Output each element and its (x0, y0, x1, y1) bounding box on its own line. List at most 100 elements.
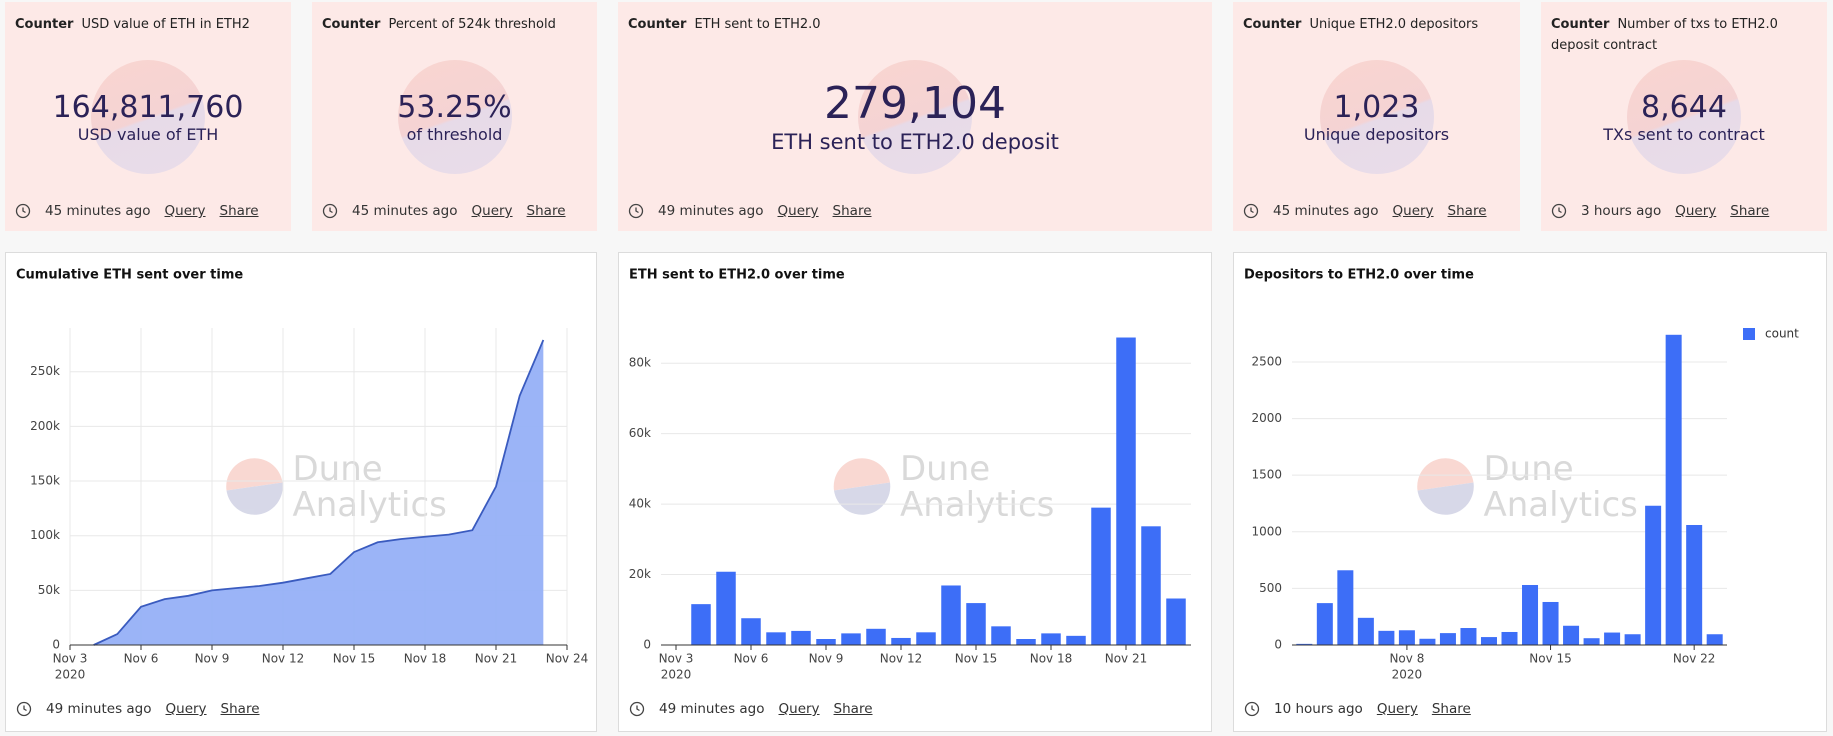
bar (1357, 617, 1374, 645)
time-ago: 10 hours ago (1274, 701, 1363, 717)
x-tick-label: Nov 12 (880, 652, 923, 666)
counter-value: 279,104 (824, 78, 1006, 129)
clock-hands (329, 207, 333, 214)
counter-panel: Counter Percent of 524k threshold 53.25% of… (312, 2, 597, 231)
panel-link[interactable]: Query (778, 701, 820, 717)
x-tick-label: Nov 15 (1529, 652, 1572, 666)
chart-panel: ETH sent to ETH2.0 over time Dune Analytic… (618, 252, 1212, 732)
x-tick-label: Nov 6 (124, 652, 159, 666)
counter-value: 1,023 (1333, 90, 1420, 125)
bar (716, 571, 736, 645)
bar (866, 628, 886, 645)
bar (791, 630, 811, 645)
chart-panel: Cumulative ETH sent over time Dune Analyti… (5, 252, 597, 732)
watermark-text: Dune (293, 449, 383, 489)
chart-title: Depositors to ETH2.0 over time (1244, 268, 1474, 283)
clock-icon (1243, 203, 1259, 219)
counter-header: Counter ETH sent to ETH2.0 (628, 14, 1202, 35)
panel-link[interactable]: Query (164, 203, 206, 219)
bar (1116, 337, 1136, 645)
clock-face (15, 203, 31, 219)
bar (1337, 570, 1354, 645)
bar (991, 626, 1011, 645)
clock-hands (635, 207, 639, 214)
y-tick-label: 2500 (1251, 354, 1282, 368)
area (93, 340, 544, 645)
panel-link[interactable]: Share (526, 203, 566, 219)
counter-circle (1319, 60, 1434, 174)
panel-link[interactable]: Share (832, 203, 872, 219)
legend-label: count (1765, 327, 1799, 341)
panel-link[interactable]: Query (1675, 203, 1717, 219)
chart: Depositors to ETH2.0 over time DuneAnalyt… (1244, 268, 1799, 682)
counter-circle (397, 60, 512, 174)
chart: Cumulative ETH sent over time DuneAnalyti… (16, 268, 588, 682)
bar (1645, 505, 1662, 645)
counter-header: Counter USD value of ETH in ETH2 (15, 14, 281, 35)
clock-icon (16, 701, 32, 717)
time-ago: 49 minutes ago (659, 701, 765, 717)
bar (1041, 633, 1061, 645)
panel-link[interactable]: Query (1392, 203, 1434, 219)
panel-footer: 10 hours ago Query Share (1244, 701, 1471, 717)
bar (841, 633, 861, 645)
panel-link[interactable]: Share (1431, 701, 1471, 717)
counter-value: 8,644 (1641, 90, 1727, 125)
x-tick-label: Nov 3 (659, 652, 694, 666)
bar (1296, 643, 1313, 645)
counter-panel: Counter USD value of ETH in ETH2 164,811,7… (5, 2, 291, 231)
time-ago: 45 minutes ago (352, 203, 458, 219)
panel-link[interactable]: Share (220, 701, 260, 717)
bar (766, 632, 786, 645)
panel-link[interactable]: Share (1730, 203, 1770, 219)
clock-face (322, 203, 338, 219)
clock-face (1244, 701, 1260, 717)
clock-face (16, 701, 32, 717)
y-tick-label: 40k (629, 497, 651, 511)
clock-hands (23, 705, 27, 712)
panel-link[interactable]: Query (777, 203, 819, 219)
bar (1522, 584, 1539, 645)
time-ago: 45 minutes ago (45, 203, 151, 219)
panel-link[interactable]: Share (1447, 203, 1487, 219)
counter-circle (858, 60, 972, 174)
counter-name: Percent of 524k threshold (388, 17, 556, 32)
panel-link[interactable]: Query (1376, 701, 1418, 717)
x-tick-year: 2020 (661, 668, 692, 682)
counter-header: Counter Percent of 524k threshold (322, 14, 587, 35)
watermark-text: Analytics (293, 485, 447, 525)
bar (691, 604, 711, 645)
panel-link[interactable]: Share (219, 203, 259, 219)
panel-link[interactable]: Query (165, 701, 207, 717)
chart-panel: Depositors to ETH2.0 over time Dune Analyt… (1233, 252, 1827, 732)
bar (1665, 334, 1682, 645)
counter-circle (1627, 60, 1741, 174)
watermark-logo-bottom (834, 482, 891, 515)
time-ago: 49 minutes ago (46, 701, 152, 717)
watermark-logo-bottom (226, 482, 283, 515)
counter-name: Unique ETH2.0 depositors (1309, 17, 1479, 32)
y-tick-label: 20k (629, 567, 651, 581)
x-tick-label: Nov 18 (404, 652, 447, 666)
panel-footer: 49 minutes ago Query Share (628, 203, 872, 219)
y-tick-label: 1500 (1251, 468, 1282, 482)
x-tick-label: Nov 6 (734, 652, 769, 666)
panel-link[interactable]: Query (471, 203, 513, 219)
clock-face (628, 203, 644, 219)
time-ago: 49 minutes ago (658, 203, 764, 219)
bar (1316, 603, 1333, 645)
clock-hands (22, 207, 26, 214)
watermark-logo-top (833, 458, 890, 491)
panel-link[interactable]: Share (833, 701, 873, 717)
x-tick-label: Nov 3 (53, 652, 88, 666)
clock-hands (1250, 207, 1254, 214)
watermark-text: Analytics (1484, 485, 1638, 525)
counter-value: 164,811,760 (52, 90, 244, 125)
bar (1542, 601, 1559, 645)
counter-kind: Counter (1551, 17, 1610, 32)
y-tick-label: 100k (30, 528, 60, 542)
bar (1398, 630, 1415, 645)
bar (741, 618, 761, 645)
bar (941, 585, 961, 645)
